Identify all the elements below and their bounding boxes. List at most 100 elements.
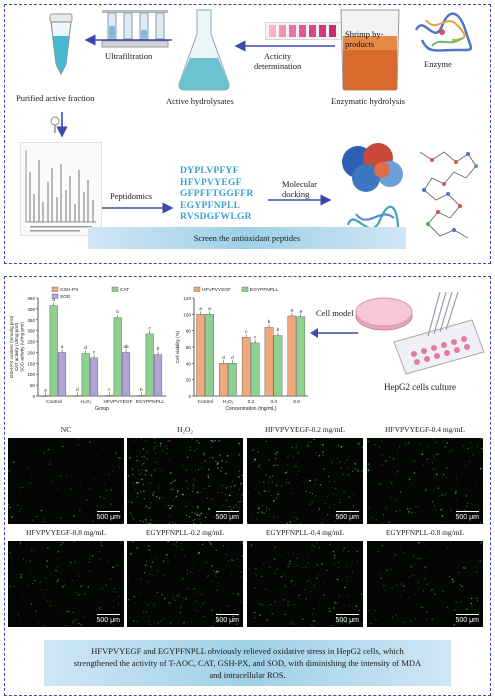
- enzyme-molecule-illustration: [414, 12, 472, 52]
- peptide-sequence: GFPFFTGGFFR: [180, 189, 254, 199]
- y-axis-label: CAT activity (U/mg prot): [14, 322, 19, 371]
- x-axis-label: Concentration (mg/mL): [225, 406, 276, 412]
- fluorescence-dots: [127, 438, 243, 524]
- x-tick-label: 0.8: [293, 399, 300, 405]
- cell-assay-panel: [4, 276, 491, 696]
- significance-letter: b: [116, 309, 119, 314]
- y-tick-label: 20: [186, 378, 192, 383]
- ultrafiltration-label: Ultrafiltration: [105, 51, 153, 61]
- hydrolysis-beaker-illustration: [340, 9, 400, 91]
- significance-letter: c: [149, 325, 152, 330]
- bar: [153, 354, 163, 397]
- hepg2-culture-label: HepG2 cells culture: [384, 382, 456, 392]
- bar: [219, 363, 228, 397]
- significance-letter: d: [222, 355, 225, 360]
- ros-micrograph: 500 μm: [8, 438, 124, 524]
- bar: [89, 357, 99, 397]
- bar: [49, 305, 58, 397]
- ros-micrograph: 500 μm: [127, 438, 243, 524]
- bar: [250, 342, 260, 397]
- bar: [145, 333, 154, 397]
- enzyme-label: Enzyme: [424, 59, 452, 69]
- y-tick-label: 350: [27, 318, 35, 323]
- x-tick-label: EGYPFNPLL: [136, 399, 165, 405]
- micrograph-field: [247, 541, 363, 627]
- significance-letter: c: [108, 387, 111, 392]
- x-tick-label: Control: [46, 399, 61, 405]
- significance-letter: b: [268, 319, 271, 324]
- micrograph-label: HFVPVYEGF-0.8 mg/mL: [25, 528, 106, 537]
- y-axis-label: SOD activity (U/mg prot): [19, 322, 24, 372]
- significance-letter: a: [208, 306, 211, 311]
- scale-bar: 500 μm: [215, 511, 239, 521]
- ligand-interaction-illustration: [419, 151, 478, 239]
- peptidomics-chromatogram-illustration: [20, 142, 102, 236]
- y-axis-label: Cell viability (%): [175, 330, 180, 363]
- significance-letter: a: [291, 308, 294, 313]
- micrograph-label: H₂O₂: [176, 425, 194, 434]
- ros-micrograph: 500 μm: [8, 541, 124, 627]
- y-tick-label: 450: [27, 296, 35, 301]
- shrimp-by-products-label: Shrimp by- products: [345, 29, 384, 49]
- peptide-sequence: EGYPFNPLL: [180, 200, 241, 211]
- bar: [81, 353, 90, 397]
- fluorescence-dots: [8, 438, 124, 524]
- significance-letter: b: [140, 387, 143, 392]
- scale-bar: 500 μm: [335, 614, 359, 624]
- top-row-arrows: [56, 34, 335, 214]
- y-tick-label: 50: [30, 383, 36, 388]
- y-tick-label: 100: [27, 372, 35, 377]
- bar: [41, 395, 50, 397]
- fluorescence-dots: [247, 438, 363, 524]
- fluorescence-dots: [127, 541, 243, 627]
- activity-wells-illustration: [265, 22, 345, 40]
- x-tick-label: 0.2: [248, 399, 255, 405]
- micrograph-field: [8, 541, 124, 627]
- micrograph-field: [8, 438, 124, 524]
- conical-flask-illustration: [178, 9, 230, 91]
- petri-dish-and-plate-illustration: [355, 291, 485, 375]
- x-axis-label: Group: [95, 406, 109, 412]
- x-tick-label: Control: [198, 399, 213, 405]
- x-tick-label: HFVPVYEGF: [103, 399, 132, 405]
- molecular-docking-label: Molecular docking: [282, 179, 317, 199]
- x-tick-label: 0.4: [270, 399, 277, 405]
- micrograph-label: HFVPVYEGF-0.2 mg/mL: [264, 425, 345, 434]
- bar: [121, 352, 131, 397]
- significance-letter: c: [254, 334, 257, 339]
- ros-micrograph: 500 μm: [367, 541, 483, 627]
- fluorescence-dots: [9, 541, 121, 627]
- ros-micrograph: 500 μm: [127, 541, 243, 627]
- activity-determination-label: Acticity determination: [254, 51, 302, 71]
- bar: [287, 315, 297, 397]
- ultrafiltration-apparatus-illustration: [101, 10, 169, 48]
- micrograph-field: [247, 438, 363, 524]
- micrograph-field: [367, 438, 483, 524]
- x-tick-label: H₂O₂: [223, 399, 234, 405]
- legend-entry: CAT: [120, 287, 129, 293]
- y-tick-label: 250: [27, 340, 35, 345]
- significance-letter: a: [61, 344, 64, 349]
- legend-entry: GSH-PX: [60, 287, 79, 293]
- micrograph-label: EGYPFNPLL-0.8 mg/mL: [385, 528, 465, 537]
- purified-fraction-label: Purified active fraction: [16, 93, 95, 103]
- y-tick-label: 120: [183, 296, 191, 301]
- legend-entry: EGYPFNPLL: [250, 287, 279, 293]
- bar: [241, 337, 251, 397]
- y-tick-label: 200: [27, 350, 35, 355]
- legend-swatch: [51, 286, 59, 292]
- significance-letter: a: [199, 306, 202, 311]
- screening-banner: Screen the antioxidant peptides: [88, 227, 406, 249]
- micrograph-label: HFVPVYEGF-0.4 mg/mL: [384, 425, 465, 434]
- legend-swatch: [51, 293, 59, 299]
- y-tick-label: 40: [186, 361, 192, 366]
- antioxidant-enzyme-chart: 0 50 100 150 200 250 300 350 400 450 Control a a a H₂O…: [9, 286, 166, 412]
- y-tick-label: 150: [27, 361, 35, 366]
- significance-letter: a: [299, 308, 302, 313]
- y-tick-label: 0: [188, 394, 191, 399]
- significance-letter: a: [52, 297, 55, 302]
- bar: [105, 395, 114, 397]
- bar: [296, 316, 306, 397]
- y-tick-label: 400: [27, 307, 35, 312]
